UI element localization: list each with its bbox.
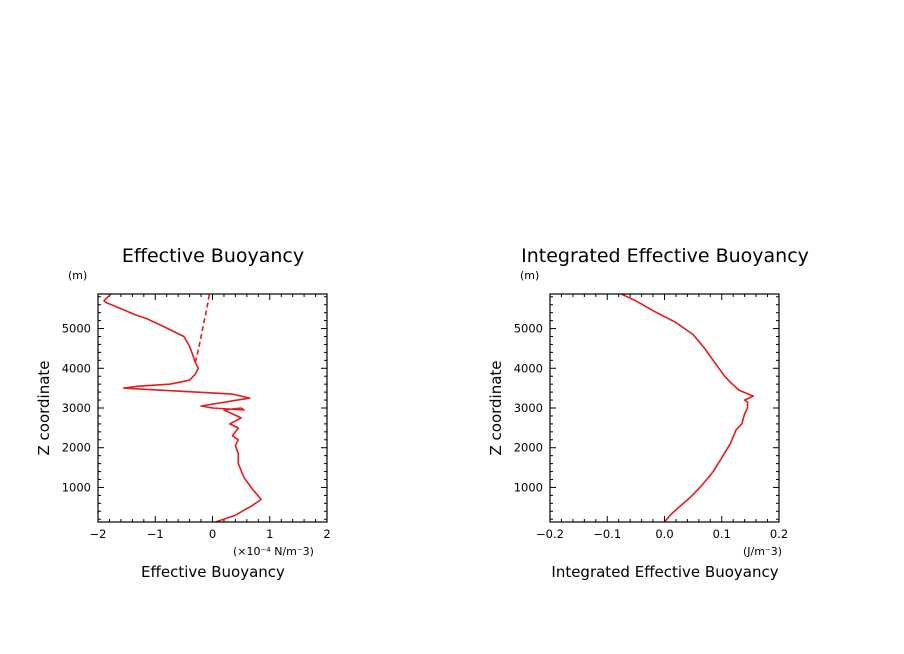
y-tick-label: 1000: [62, 480, 91, 494]
y-axis-unit: (m): [68, 269, 87, 282]
x-tick-label: −1: [147, 527, 164, 541]
y-axis-label: Z coordinate: [487, 360, 505, 455]
x-tick-label: 1: [266, 527, 273, 541]
x-tick-label: 0.1: [713, 527, 731, 541]
x-tick-label: −0.1: [593, 527, 621, 541]
y-axis-label: Z coordinate: [35, 360, 53, 455]
y-tick-label: 4000: [514, 361, 543, 375]
y-tick-label: 4000: [62, 361, 91, 375]
series-group: [103, 294, 263, 522]
y-tick-label: 2000: [62, 441, 91, 455]
x-tick-label: 0: [209, 527, 216, 541]
chart-effective-buoyancy: Effective Buoyancy (m) Z coordinate Effe…: [35, 245, 331, 581]
x-axis-unit: (J/m⁻3): [743, 545, 782, 558]
y-tick-label: 5000: [514, 322, 543, 336]
x-tick-label: −2: [90, 527, 107, 541]
x-tick-label: 2: [323, 527, 330, 541]
series-line: [619, 294, 755, 522]
chart-integrated-effective-buoyancy: Integrated Effective Buoyancy (m) Z coor…: [487, 245, 809, 581]
y-tick-label: 1000: [514, 480, 543, 494]
series-line: [194, 294, 211, 363]
tick-labels: −2 −1 0 1 2 1000 2000 3000 4000 5000: [62, 322, 331, 541]
y-tick-label: 3000: [62, 401, 91, 415]
x-axis-unit: (×10⁻⁴ N/m⁻3): [233, 545, 314, 558]
chart-title: Integrated Effective Buoyancy: [521, 245, 809, 267]
x-tick-label: 0.2: [770, 527, 788, 541]
y-tick-label: 5000: [62, 322, 91, 336]
x-tick-label: 0.0: [655, 527, 673, 541]
plot-frame: [97, 293, 328, 523]
chart-title: Effective Buoyancy: [122, 245, 304, 267]
axis-ticks: [549, 294, 780, 522]
plot-frame: [549, 293, 780, 523]
x-tick-label: −0.2: [536, 527, 564, 541]
x-axis-label: Effective Buoyancy: [141, 563, 285, 581]
y-tick-label: 2000: [514, 441, 543, 455]
y-axis-unit: (m): [520, 269, 539, 282]
y-tick-label: 3000: [514, 401, 543, 415]
series-line: [103, 300, 263, 522]
series-group: [619, 294, 755, 522]
tick-labels: −0.2 −0.1 0.0 0.1 0.2 1000 2000 3000 4000 5000: [514, 322, 788, 541]
x-axis-label: Integrated Effective Buoyancy: [551, 563, 778, 581]
